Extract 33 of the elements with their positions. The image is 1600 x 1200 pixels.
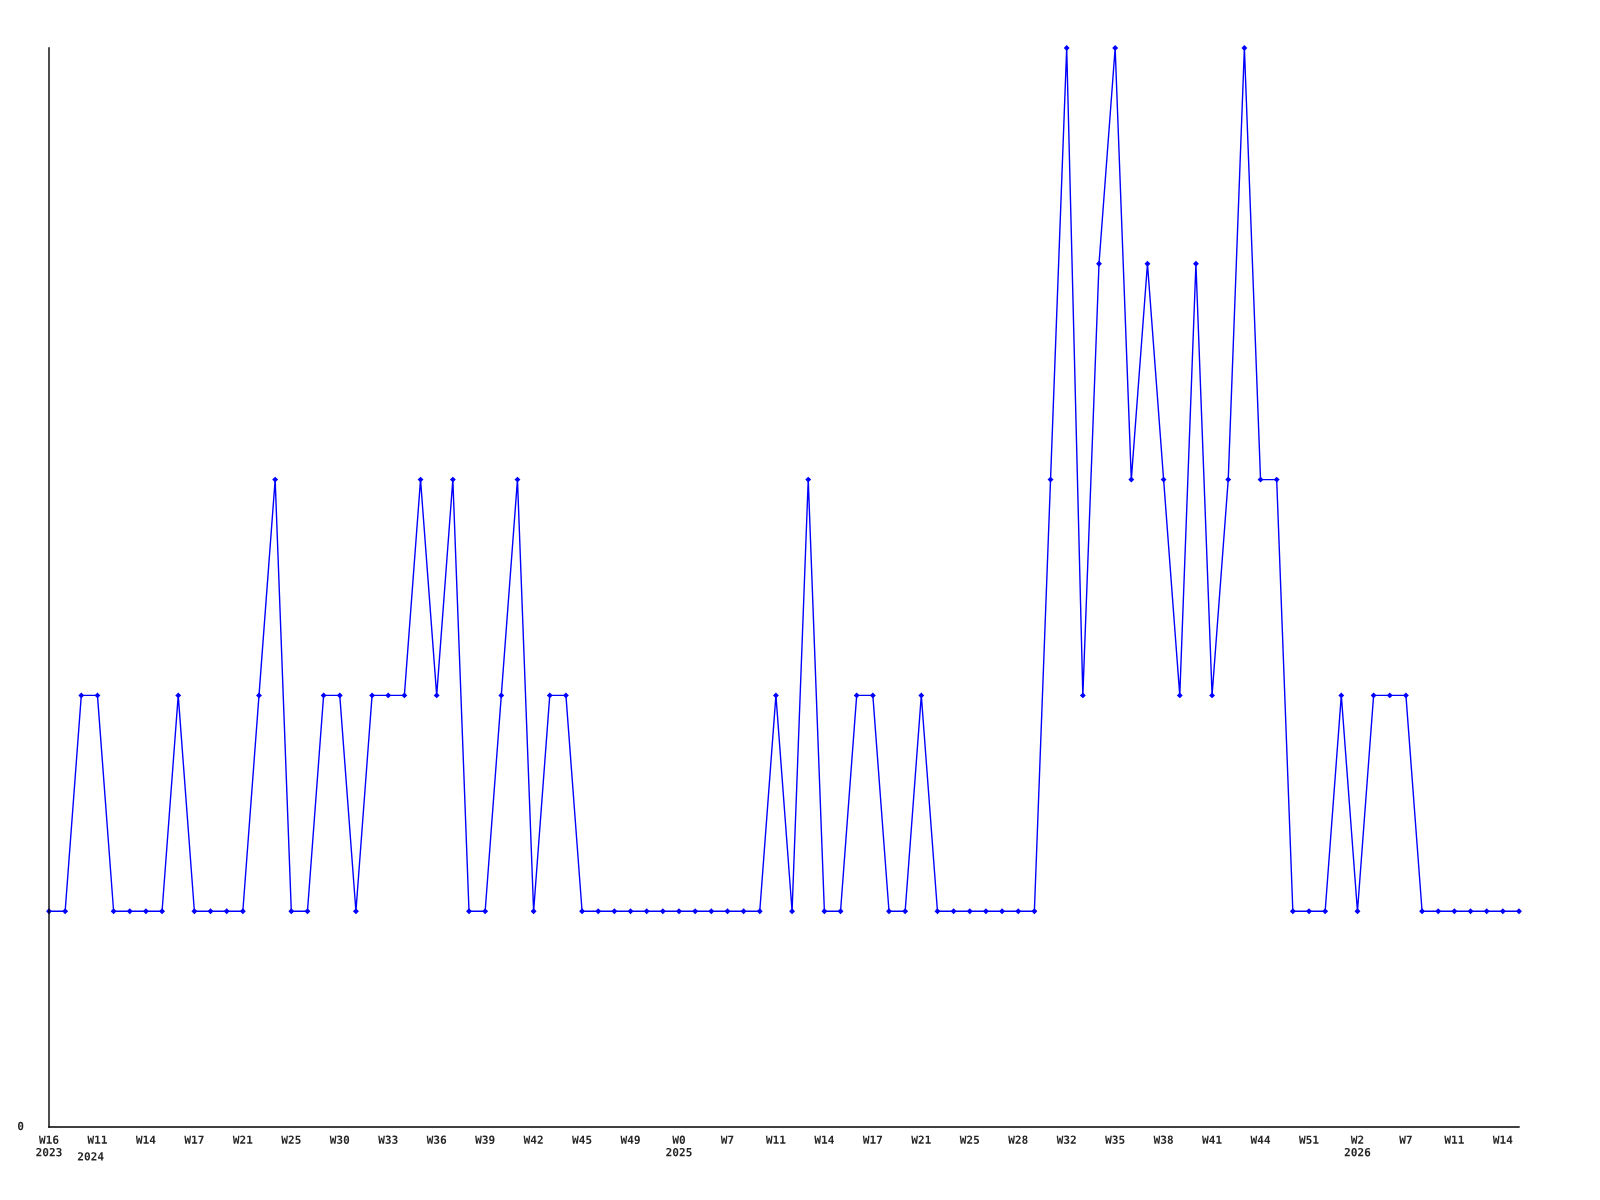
x-tick-label: W11	[765, 1135, 786, 1144]
x-tick-label: W2 2026	[1344, 1135, 1371, 1157]
x-tick-label: W30	[329, 1135, 350, 1144]
x-tick-label: W14	[135, 1135, 156, 1144]
text: 2024	[77, 1152, 104, 1161]
x-tick-label: W32	[1056, 1135, 1076, 1144]
x-tick-label: W11	[87, 1135, 107, 1144]
x-tick-label: W45	[572, 1135, 592, 1144]
x-tick-label: W16 2023	[36, 1135, 62, 1157]
x-tick-label: W44	[1250, 1135, 1271, 1144]
x-tick-label: W49	[620, 1135, 640, 1144]
text: 0	[17, 1121, 24, 1131]
x-tick-label: W7	[720, 1135, 734, 1144]
x-tick-label: W21	[232, 1135, 253, 1144]
x-tick-label: W33	[378, 1135, 398, 1144]
x-tick-label: W11	[1444, 1135, 1464, 1144]
x-tick-label: W17	[862, 1135, 883, 1144]
x-tick-label: W36	[426, 1135, 447, 1144]
x-tick-label: W25	[959, 1135, 980, 1144]
x-tick-label: W35	[1105, 1135, 1125, 1144]
x-tick-label: W38	[1153, 1135, 1173, 1144]
x-tick-label: W41	[1202, 1135, 1222, 1144]
x-tick-label: W7	[1399, 1135, 1412, 1144]
x-tick-label: W51	[1298, 1135, 1319, 1144]
x-tick-label: W14	[814, 1135, 834, 1144]
x-tick-label: W25	[281, 1135, 301, 1144]
x-tick-label: W21	[911, 1135, 931, 1144]
x-tick-label: W14	[1492, 1135, 1513, 1144]
x-tick-label: W42	[523, 1135, 543, 1144]
x-tick-label: W28	[1008, 1135, 1028, 1144]
x-tick-label: W39	[475, 1135, 495, 1144]
x-tick-label: W0 2025	[666, 1135, 692, 1157]
x-tick-label: W17	[184, 1135, 204, 1144]
